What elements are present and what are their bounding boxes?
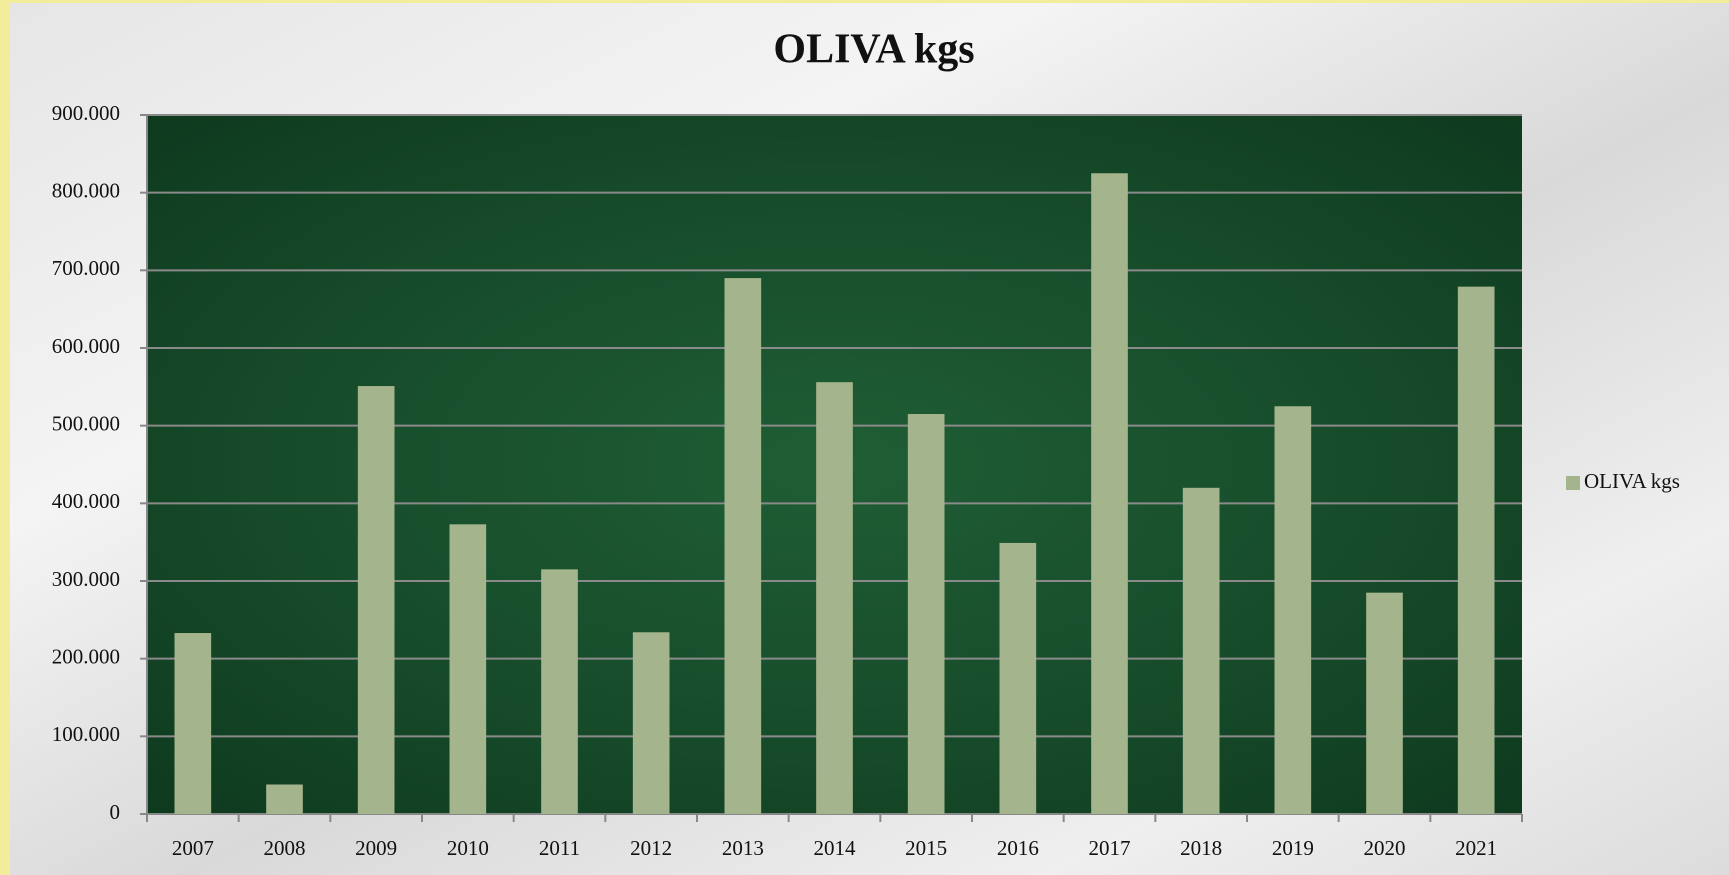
x-tick-label: 2014 [814,836,857,860]
chart-title: OLIVA kgs [773,27,974,73]
x-tick-label: 2013 [722,836,764,860]
x-tick-label: 2019 [1272,836,1314,860]
bar [1457,286,1495,815]
y-tick-label: 900.000 [52,101,120,125]
bar [449,524,487,814]
x-tick-label: 2021 [1455,836,1497,860]
x-tick-label: 2016 [997,836,1039,860]
y-tick-label: 800.000 [52,178,120,202]
y-tick-label: 600.000 [52,334,120,358]
x-tick-label: 2008 [264,836,306,860]
plot: 0 100.000 200.000 300.000 400.000 500.000 600.… [52,101,1680,860]
legend-label: OLIVA kgs [1584,469,1680,493]
bar [174,633,212,814]
bar [1182,487,1220,814]
bar [999,542,1037,814]
bar [1274,406,1312,814]
legend-swatch [1566,476,1580,490]
bar [907,414,945,814]
x-tick-label: 2007 [172,836,214,860]
bar [724,278,762,815]
bar [266,784,303,814]
y-tick-label: 100.000 [52,722,120,746]
bar [1091,173,1128,814]
x-tick-label: 2017 [1089,836,1131,860]
x-tick-label: 2011 [539,836,580,860]
x-tick-label: 2020 [1364,836,1406,860]
bar [816,382,853,814]
y-tick-label: 0 [110,800,121,824]
y-tick-label: 500.000 [52,411,120,435]
y-tick-label: 200.000 [52,644,120,668]
y-tick-label: 400.000 [52,489,120,513]
x-tick-label: 2018 [1180,836,1222,860]
x-tick-label: 2010 [447,836,489,860]
x-tick-label: 2009 [355,836,397,860]
bar [541,569,578,814]
y-tick-label: 700.000 [52,256,120,280]
bar [1366,592,1403,814]
y-tick-label: 300.000 [52,567,120,591]
bar [632,632,670,814]
x-tick-label: 2015 [905,836,947,860]
x-tick-label: 2012 [630,836,672,860]
bar [357,386,395,814]
